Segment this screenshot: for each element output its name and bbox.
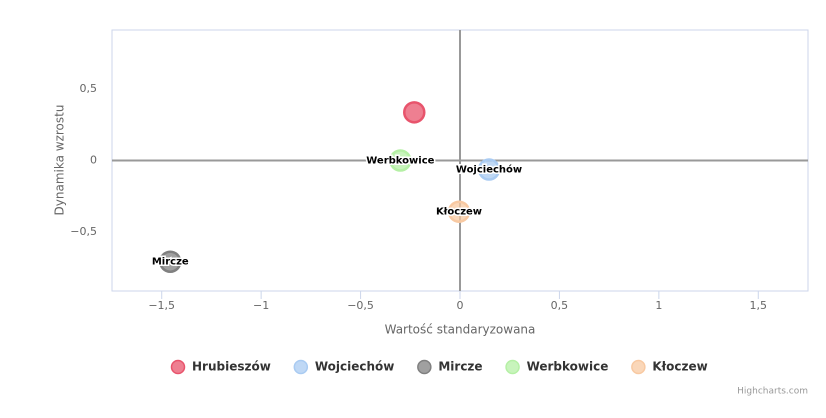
- legend-marker: [505, 359, 520, 375]
- x-axis-title: Wartość standaryzowana: [385, 323, 536, 337]
- data-label: Kłoczew: [436, 207, 482, 218]
- x-tick-label: 0: [457, 299, 464, 312]
- x-tick-label: −1,5: [148, 299, 175, 312]
- bubble: [447, 200, 471, 223]
- legend-marker: [170, 359, 186, 375]
- y-tick-label: −0,5: [70, 225, 97, 238]
- bubble: [403, 101, 426, 124]
- legend-label: Hrubieszów: [192, 360, 271, 374]
- y-axis-title: Dynamika wzrostu: [53, 105, 67, 216]
- credit: Highcharts.com: [737, 387, 808, 397]
- bubble: [477, 158, 501, 181]
- legend-label: Kłoczew: [652, 360, 707, 374]
- x-tick-label: −0,5: [347, 299, 374, 312]
- x-tick-label: 1,5: [750, 299, 768, 312]
- y-tick-label: 0: [90, 154, 97, 167]
- data-label: Wojciechów: [456, 164, 522, 176]
- data-label: Werbkowice: [366, 156, 434, 167]
- x-tick-label: 0,5: [551, 299, 569, 312]
- data-label: Mircze: [152, 257, 189, 268]
- x-tick-label: 1: [655, 299, 662, 312]
- legend-marker: [293, 359, 309, 375]
- legend-marker: [417, 359, 432, 375]
- bubble: [389, 149, 412, 172]
- legend-label: Mircze: [438, 360, 482, 374]
- legend-label: Werbkowice: [527, 360, 609, 374]
- y-tick-label: 0,5: [80, 82, 98, 95]
- legend-marker: [631, 359, 646, 375]
- legend-label: Wojciechów: [315, 360, 395, 374]
- x-tick-label: −1: [253, 299, 269, 312]
- bubble: [159, 250, 182, 273]
